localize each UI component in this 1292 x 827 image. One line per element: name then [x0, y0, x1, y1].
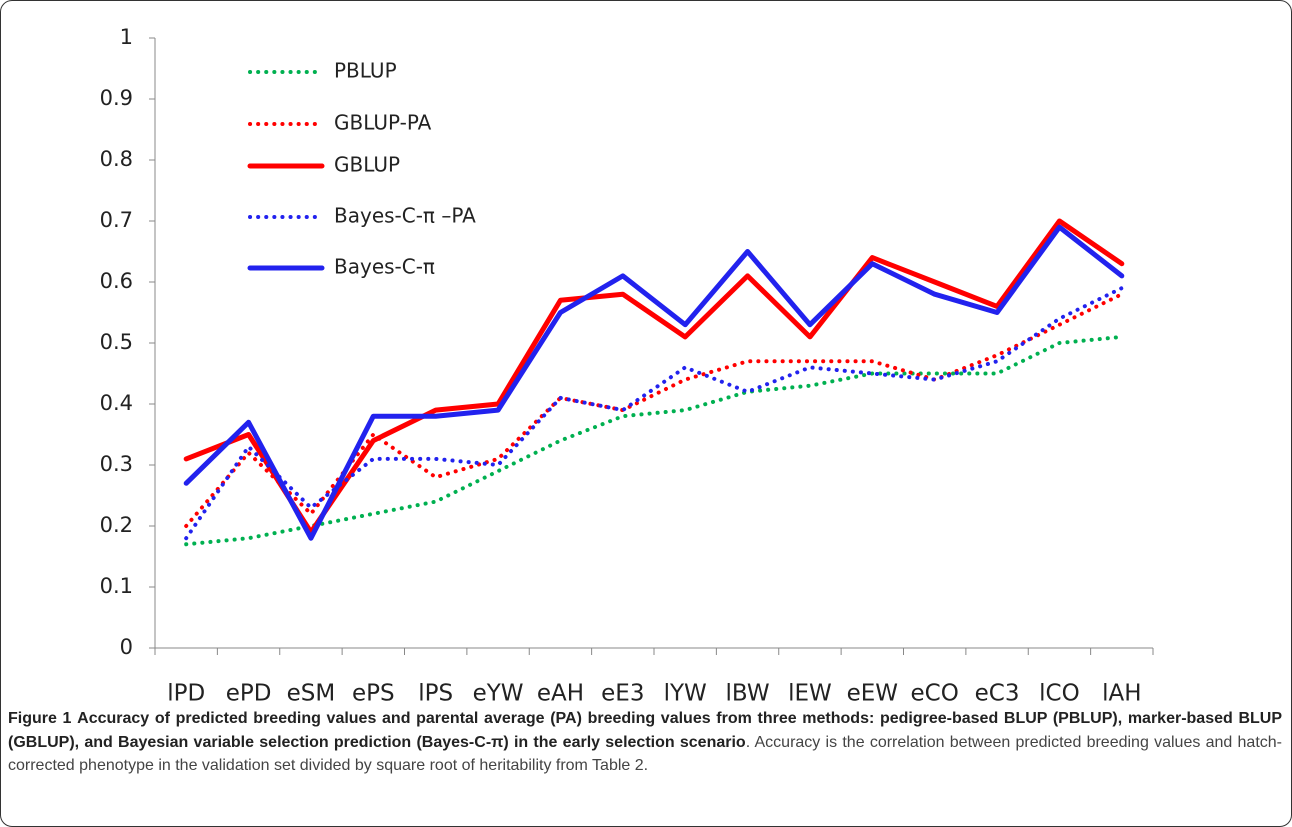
y-tick-label: 0.5 — [100, 330, 133, 354]
y-tick-label: 0.3 — [100, 452, 133, 476]
series-line — [184, 292, 1124, 528]
x-tick-label: lYW — [664, 681, 707, 706]
caption: Figure 1 Accuracy of predicted breeding … — [8, 707, 1282, 778]
x-tick-label: lEW — [788, 681, 832, 706]
x-tick-label: lBW — [726, 681, 770, 706]
y-tick-label: 0.2 — [100, 513, 133, 537]
x-tick-label: lPD — [167, 681, 205, 706]
y-tick-label: 1 — [120, 25, 133, 49]
x-tick-label: ePS — [352, 681, 395, 706]
y-tick-label: 0.4 — [100, 391, 133, 415]
y-tick-label: 0.8 — [100, 147, 133, 171]
series-line — [183, 218, 1125, 535]
legend-label: GBLUP — [334, 153, 400, 177]
x-tick-label: eCO — [911, 681, 959, 706]
x-tick-label: lAH — [1102, 681, 1141, 706]
legend-label: Bayes-C-π –PA — [334, 204, 476, 228]
chart: 0 0.1 0.2 0.3 0.4 0.5 0.6 0.7 0.8 0.9 1 lPD ePD eSM eP… — [100, 25, 1154, 706]
y-tick-label: 0.7 — [100, 208, 133, 232]
y-tick-label: 0.1 — [100, 574, 133, 598]
x-tick-label: eC3 — [975, 681, 1020, 706]
legend-label: PBLUP — [334, 59, 397, 83]
y-tick-label: 0 — [120, 635, 133, 659]
x-tick-label: ePD — [226, 681, 272, 706]
x-tick-label: eSM — [287, 681, 336, 706]
figure-label: Figure 1 — [8, 710, 72, 727]
y-tick-label: 0.9 — [100, 86, 133, 110]
caption-text: . Accuracy is the correlation between pr… — [8, 733, 1282, 775]
legend-label: GBLUP-PA — [334, 111, 432, 135]
x-tick-label: eE3 — [601, 681, 644, 706]
legend-label: Bayes-C-π — [334, 255, 435, 279]
y-tick-label: 0.6 — [100, 269, 133, 293]
caption-title: Accuracy of predicted breeding values an… — [8, 710, 1282, 751]
x-tick-label: lCO — [1039, 681, 1080, 706]
x-tick-label: lPS — [418, 681, 453, 706]
series-line — [184, 286, 1124, 541]
x-tick-label: eEW — [847, 681, 898, 706]
x-tick-label: eYW — [473, 681, 524, 706]
x-tick-label: eAH — [537, 681, 584, 706]
series-line — [183, 224, 1125, 541]
